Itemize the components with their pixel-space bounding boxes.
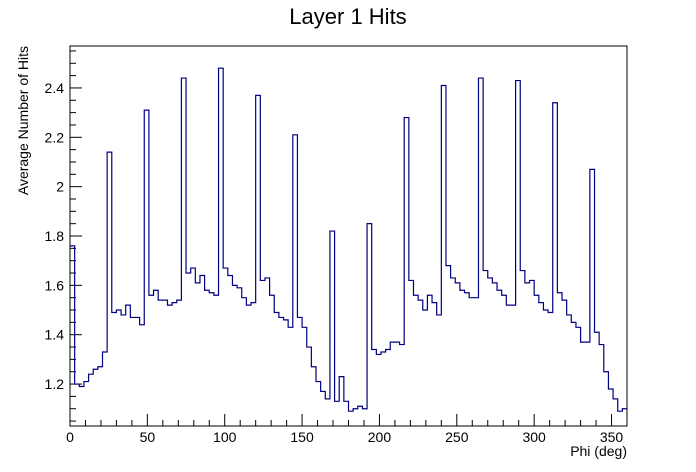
plot-frame <box>69 45 628 427</box>
x-tick-label: 50 <box>140 429 156 445</box>
y-tick-label: 1.2 <box>45 376 65 392</box>
x-tick-label: 250 <box>445 429 469 445</box>
y-tick-label: 2 <box>56 179 64 195</box>
y-tick-label: 1.4 <box>45 327 65 343</box>
y-axis-title: Average Number of Hits <box>15 46 31 195</box>
x-tick-label: 150 <box>290 429 314 445</box>
chart-title: Layer 1 Hits <box>289 4 406 29</box>
y-tick-label: 1.8 <box>45 228 65 244</box>
x-axis: 0 50 100 150 200 250 300 350 <box>66 414 628 445</box>
x-tick-label: 0 <box>66 429 74 445</box>
x-tick-label: 100 <box>213 429 237 445</box>
y-tick-label: 2.4 <box>45 80 65 96</box>
x-tick-label: 350 <box>600 429 624 445</box>
y-tick-label: 2.2 <box>45 129 65 145</box>
histogram-series-line <box>70 67 627 412</box>
y-tick-label: 1.6 <box>45 277 65 293</box>
x-tick-label: 300 <box>522 429 546 445</box>
x-tick-label: 200 <box>368 429 392 445</box>
x-axis-title: Phi (deg) <box>570 443 627 459</box>
y-axis: 1.2 1.4 1.6 1.8 2 2.2 2.4 <box>45 50 82 422</box>
